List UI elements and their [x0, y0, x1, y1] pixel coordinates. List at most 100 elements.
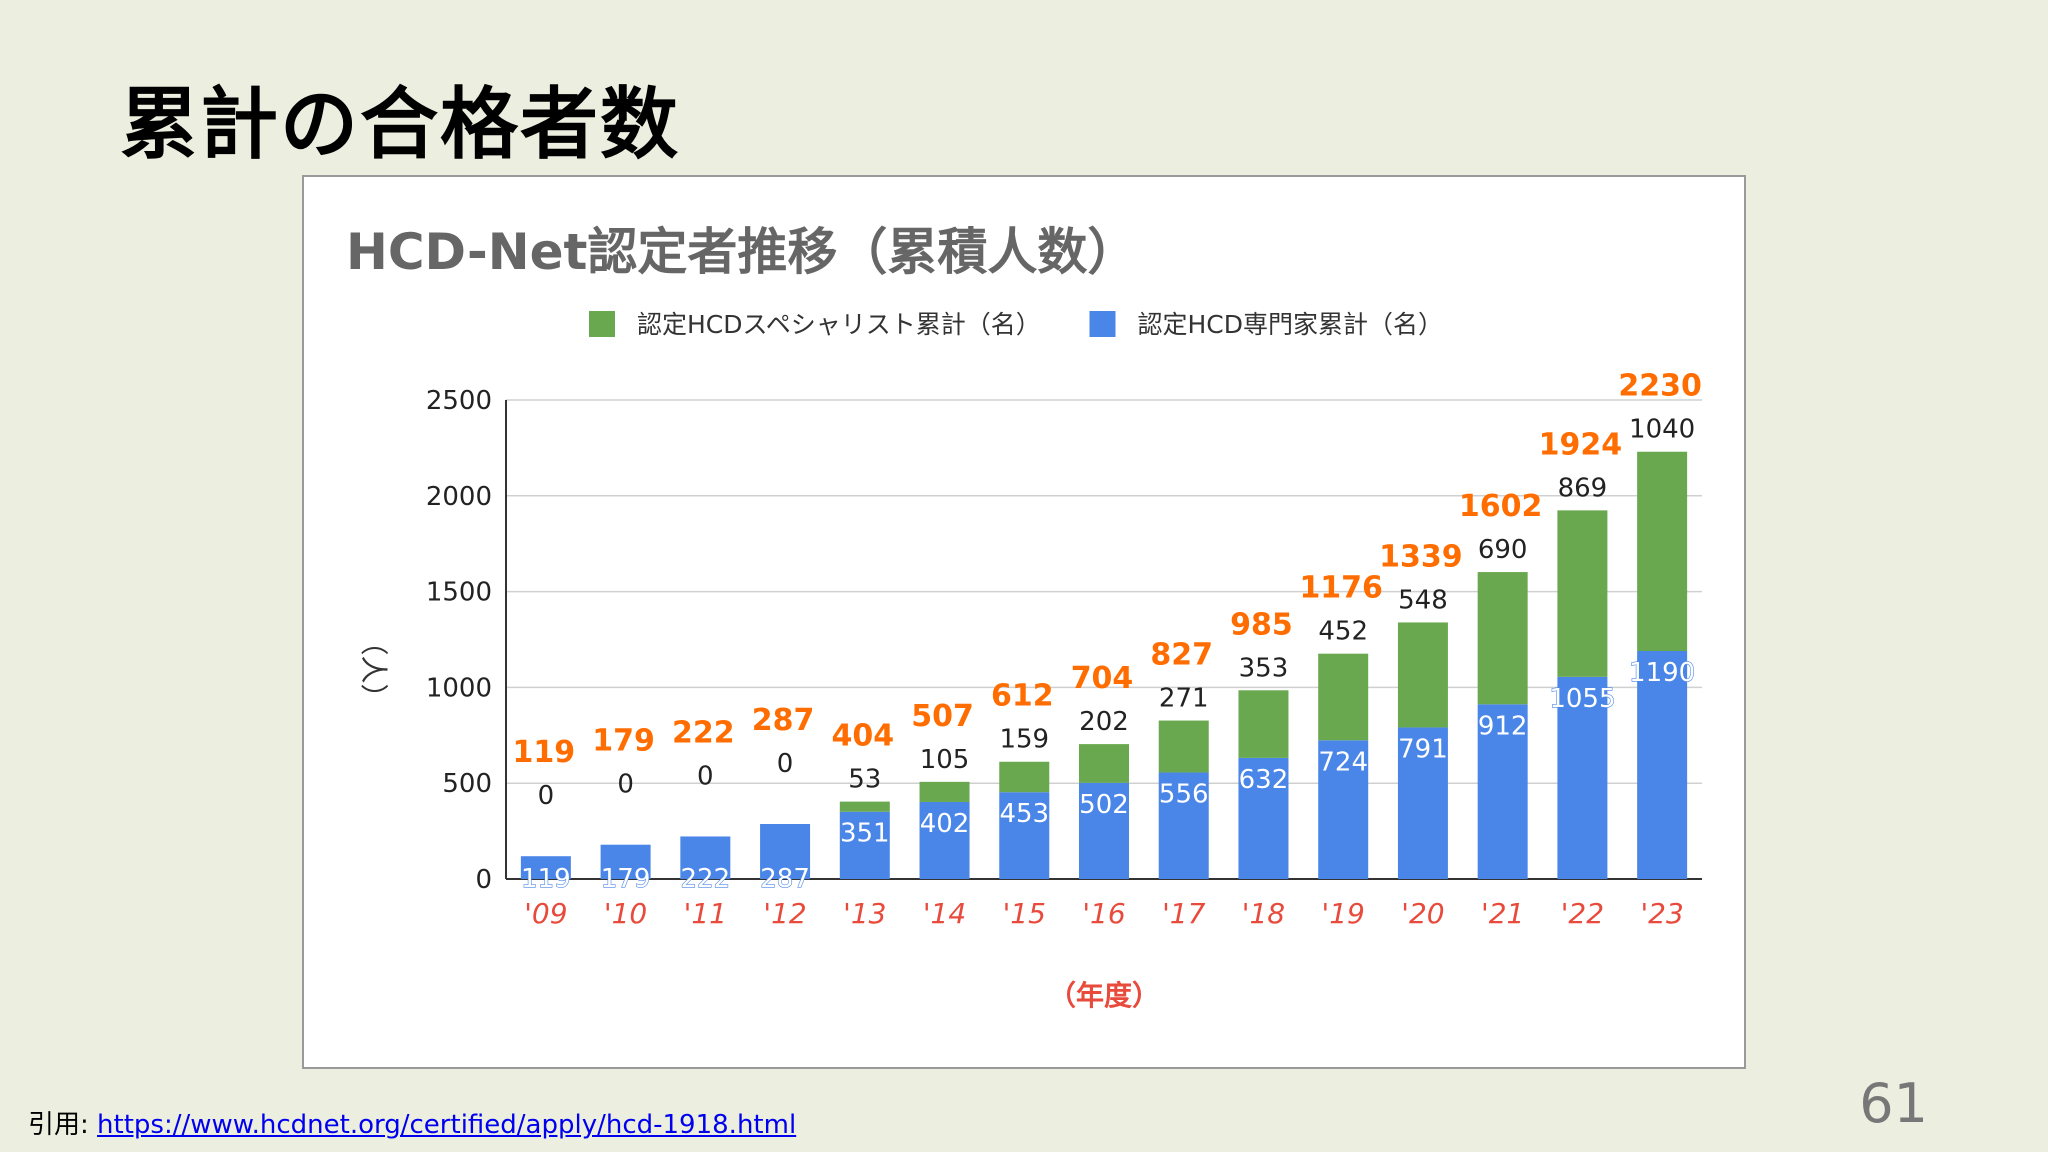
bar-specialist-value-label: 105: [920, 745, 970, 775]
slide-title: 累計の合格者数: [120, 80, 681, 170]
x-tick-label: '13: [843, 897, 886, 930]
bar-specialist-21: [1477, 572, 1528, 705]
bar-expert-21: [1477, 704, 1528, 879]
bar-specialist-value-label: 353: [1239, 653, 1289, 683]
bar-specialist-value-label: 869: [1558, 473, 1608, 503]
bar-total-label: 507: [911, 699, 974, 734]
bar-expert-10: [600, 844, 651, 879]
citation-label: 引用:: [28, 1110, 89, 1140]
bar-specialist-13: [839, 801, 890, 812]
bar-specialist-value-label: 159: [999, 725, 1049, 755]
bar-expert-14: [919, 801, 970, 879]
x-tick-label: '11: [684, 897, 727, 930]
bar-expert-11: [680, 836, 731, 879]
bar-expert-value-label: 724: [1318, 747, 1368, 777]
bar-expert-19: [1318, 740, 1369, 879]
citation-link[interactable]: https://www.hcdnet.org/certified/apply/h…: [97, 1110, 797, 1140]
x-tick-label: '19: [1322, 897, 1365, 930]
bar-specialist-15: [999, 761, 1050, 793]
bar-expert-17: [1158, 772, 1209, 879]
x-tick-label: '16: [1082, 897, 1125, 930]
x-tick-label: '17: [1162, 897, 1206, 930]
bar-expert-value-label: 1190: [1629, 658, 1695, 688]
bar-total-label: 1176: [1299, 571, 1383, 606]
bar-total-label: 612: [991, 679, 1054, 714]
bar-specialist-value-label: 0: [617, 770, 634, 800]
bar-expert-value-label: 632: [1239, 765, 1289, 795]
bar-expert-value-label: 222: [681, 864, 731, 894]
bar-expert-value-label: 1055: [1549, 684, 1615, 714]
x-tick-label: '10: [604, 897, 647, 930]
bar-expert-value-label: 791: [1398, 734, 1448, 764]
y-tick-label: 2000: [426, 482, 492, 512]
legend-label-0: 認定HCDスペシャリスト累計（名）: [637, 310, 1041, 339]
bar-total-label: 404: [831, 719, 894, 754]
bar-specialist-20: [1397, 622, 1448, 728]
bar-specialist-23: [1637, 451, 1688, 651]
bar-expert-23: [1637, 650, 1688, 879]
x-tick-label: '22: [1561, 897, 1604, 930]
legend-swatch-1: [1089, 311, 1116, 337]
chart-frame: HCD-Net認定者推移（累積人数） 認定HCDスペシャリスト累計（名） 認定HCD…: [302, 175, 1746, 1069]
bar-specialist-17: [1158, 720, 1209, 773]
bar-expert-18: [1238, 757, 1289, 879]
y-tick-label: 500: [442, 769, 492, 799]
bar-total-label: 179: [592, 724, 655, 759]
bar-total-label: 119: [513, 735, 576, 770]
y-axis-title: （人）: [357, 627, 390, 711]
bar-expert-value-label: 402: [920, 809, 970, 839]
bar-expert-value-label: 502: [1079, 790, 1129, 820]
x-tick-label: '12: [763, 897, 806, 930]
y-tick-label: 2500: [426, 386, 492, 416]
bar-expert-16: [1079, 782, 1129, 879]
bar-expert-20: [1397, 727, 1448, 879]
bar-expert-value-label: 179: [601, 864, 651, 894]
x-tick-label: '23: [1640, 897, 1683, 930]
bar-total-label: 2230: [1618, 369, 1702, 404]
stacked-bar-chart: HCD-Net認定者推移（累積人数） 認定HCDスペシャリスト累計（名） 認定HCD…: [346, 223, 1702, 1012]
citation: 引用: https://www.hcdnet.org/certified/app…: [28, 1104, 796, 1141]
bar-specialist-14: [919, 781, 970, 802]
bar-specialist-value-label: 1040: [1629, 415, 1695, 445]
bar-expert-value-label: 351: [840, 819, 890, 849]
bar-expert-22: [1557, 676, 1608, 879]
x-tick-label: '15: [1003, 897, 1046, 930]
bar-total-label: 1602: [1459, 489, 1543, 524]
bar-specialist-value-label: 0: [697, 761, 714, 791]
bar-total-label: 1924: [1539, 427, 1623, 462]
bar-expert-value-label: 119: [521, 864, 571, 894]
legend-label-1: 認定HCD専門家累計（名）: [1138, 310, 1444, 339]
bar-specialist-value-label: 53: [848, 765, 881, 795]
bar-expert-13: [839, 811, 890, 879]
x-axis-title: （年度）: [1048, 979, 1160, 1012]
bar-expert-value-label: 912: [1478, 711, 1528, 741]
bar-specialist-18: [1238, 690, 1289, 758]
bar-specialist-19: [1318, 653, 1369, 741]
bar-total-label: 827: [1150, 638, 1213, 673]
bar-specialist-value-label: 0: [538, 781, 555, 811]
bar-expert-15: [999, 792, 1050, 879]
bar-total-label: 704: [1071, 661, 1134, 696]
bar-specialist-value-label: 202: [1079, 707, 1129, 737]
y-tick-label: 0: [475, 865, 492, 895]
bar-expert-12: [760, 824, 811, 879]
bar-specialist-value-label: 548: [1398, 585, 1448, 615]
bar-expert-value-label: 453: [999, 799, 1049, 829]
bar-specialist-value-label: 690: [1478, 535, 1528, 565]
bar-specialist-value-label: 452: [1318, 617, 1368, 647]
y-tick-label: 1000: [426, 673, 492, 703]
x-tick-label: '09: [524, 897, 567, 930]
bar-expert-value-label: 556: [1159, 779, 1209, 809]
bar-total-label: 222: [672, 715, 735, 750]
x-tick-label: '14: [923, 897, 966, 930]
bar-expert-09: [520, 856, 571, 879]
bar-total-label: 287: [752, 703, 815, 738]
x-tick-label: '20: [1401, 897, 1444, 930]
bar-expert-value-label: 287: [760, 864, 810, 894]
x-tick-label: '21: [1481, 897, 1524, 930]
bar-total-label: 985: [1230, 607, 1293, 642]
bar-total-label: 1339: [1379, 539, 1463, 574]
bar-specialist-value-label: 0: [777, 749, 794, 779]
bar-specialist-value-label: 271: [1159, 684, 1209, 714]
y-tick-label: 1500: [426, 578, 492, 608]
